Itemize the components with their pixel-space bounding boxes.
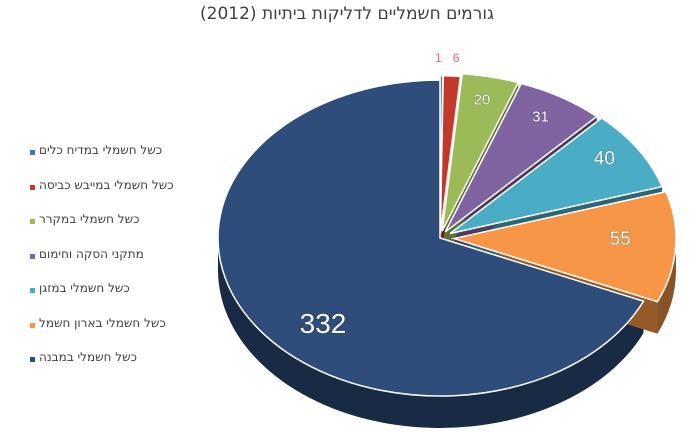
pie-data-label: 332 [300, 308, 347, 339]
pie-data-label: 20 [474, 92, 491, 109]
legend-label: כשל חשמלי במייבש כביסה [39, 177, 174, 192]
pie-data-label: 40 [594, 149, 615, 170]
pie-slice [441, 72, 520, 232]
legend-item: כשל חשמלי במייבש כביסה [30, 178, 230, 213]
legend-item: כשל חשמלי בארון חשמל [30, 316, 230, 351]
legend-swatch [30, 253, 35, 259]
pie-data-label: 1 [435, 51, 442, 65]
legend-label: מתקני הסקה וחימום [39, 246, 144, 261]
pie-data-label: 31 [532, 109, 549, 126]
pie-slice [444, 82, 599, 233]
pie-slice [451, 190, 677, 303]
legend-label: כשל חשמלי במזגן [39, 281, 130, 295]
pie-slice [217, 79, 645, 397]
pie-data-labels: 1 6 20 31 40 55 332 [299, 51, 631, 339]
legend-swatch [30, 150, 35, 155]
chart-title: גורמים חשמליים לדליקות ביתיות (2012) [200, 4, 494, 24]
pie-slice [449, 117, 664, 235]
pie-data-label: 6 [453, 51, 460, 65]
legend-label: כשל חשמלי במדיח כלים [39, 143, 163, 157]
legend: כשל חשמלי במדיח כלים כשל חשמלי במייבש כבי… [30, 143, 230, 385]
legend-swatch [30, 322, 35, 328]
legend-swatch [30, 184, 35, 190]
legend-swatch [30, 219, 35, 224]
legend-item: כשל חשמלי במזגן [30, 281, 230, 316]
legend-label: כשל חשמלי במקרר [39, 212, 140, 226]
pie-data-label: 55 [610, 229, 631, 250]
legend-swatch [30, 288, 35, 293]
pie-slice [439, 74, 462, 234]
legend-label: כשל חשמלי בארון חשמל [39, 315, 166, 330]
legend-swatch [30, 357, 35, 362]
pie-top-faces [217, 72, 677, 397]
legend-label: כשל חשמלי במבנה [39, 350, 137, 364]
legend-item: מתקני הסקה וחימום [30, 247, 230, 282]
legend-item: כשל חשמלי במבנה [30, 350, 230, 385]
legend-item: כשל חשמלי במדיח כלים [30, 143, 230, 178]
pie-slice-side [657, 238, 676, 334]
legend-item: כשל חשמלי במקרר [30, 212, 230, 247]
